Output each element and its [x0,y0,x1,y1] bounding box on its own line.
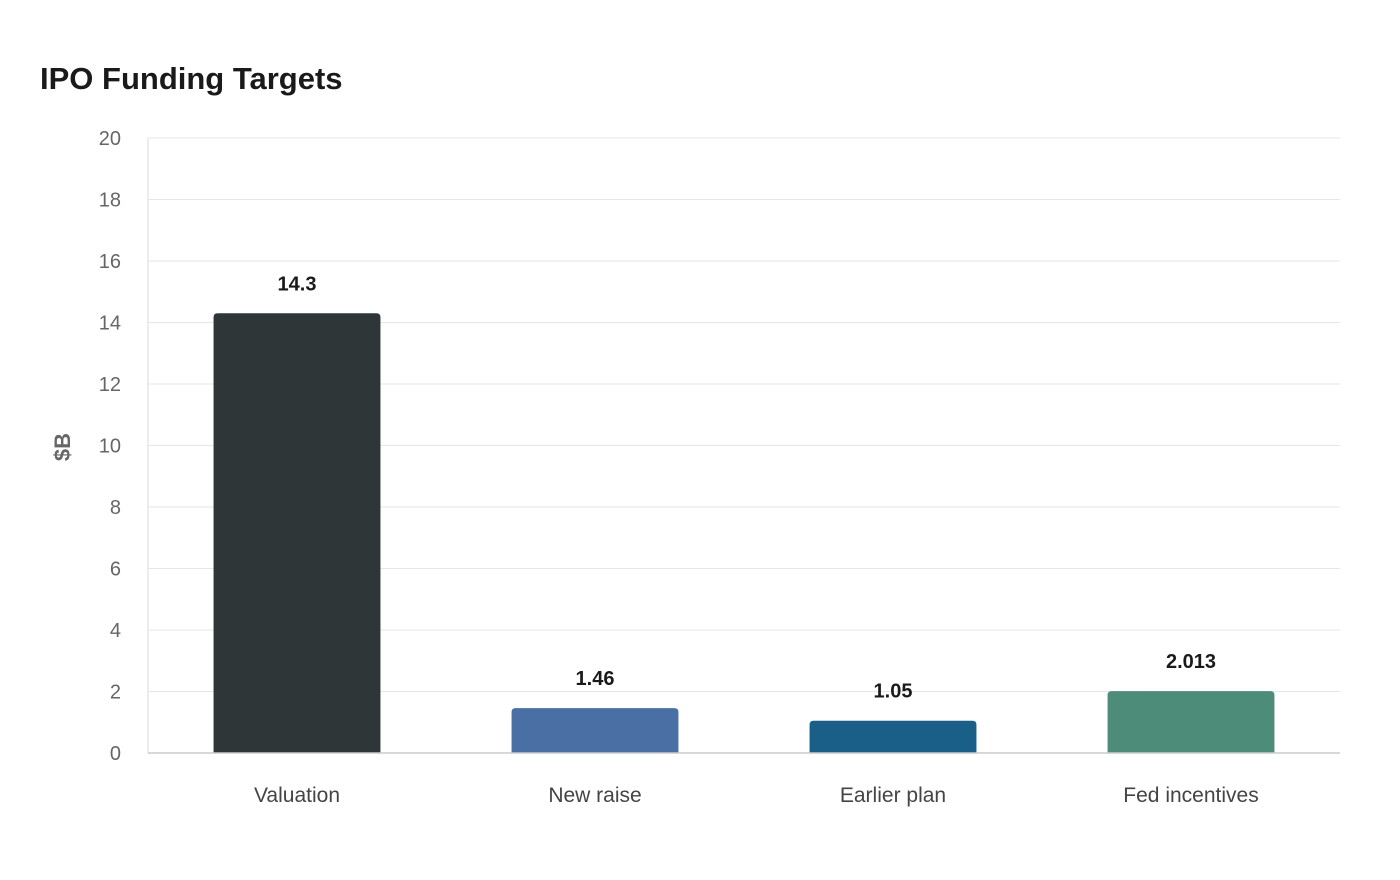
labels: 0 2 4 6 8 10 12 14 16 18 20 14.3 Valuation 1.46 New ra… [99,128,1259,807]
bars [213,313,1275,753]
y-tick-label: 16 [99,251,121,273]
y-tick-label: 20 [99,128,121,150]
data-label: 14.3 [278,273,317,295]
y-tick-label: 12 [99,374,121,396]
y-tick-label: 18 [99,190,121,212]
y-axis-label: $B [50,433,75,461]
x-tick-label: Earlier plan [840,784,946,807]
y-tick-label: 4 [110,620,121,642]
x-tick-label: New raise [548,784,641,807]
chart-title: IPO Funding Targets [40,61,343,96]
data-label: 2.013 [1166,651,1216,673]
bar-fed-incentives [1107,691,1275,753]
x-tick-label: Fed incentives [1123,784,1258,807]
bar-new-raise [511,708,679,753]
x-tick-label: Valuation [254,784,340,807]
y-tick-label: 10 [99,436,121,458]
y-tick-label: 2 [110,682,121,704]
bar-valuation [213,313,381,753]
axes [147,138,1340,754]
data-label: 1.05 [874,681,913,703]
y-tick-label: 0 [110,743,121,765]
bar-earlier-plan [809,720,977,753]
y-tick-label: 14 [99,313,121,335]
y-tick-label: 6 [110,559,121,581]
y-tick-label: 8 [110,497,121,519]
data-label: 1.46 [576,668,615,690]
